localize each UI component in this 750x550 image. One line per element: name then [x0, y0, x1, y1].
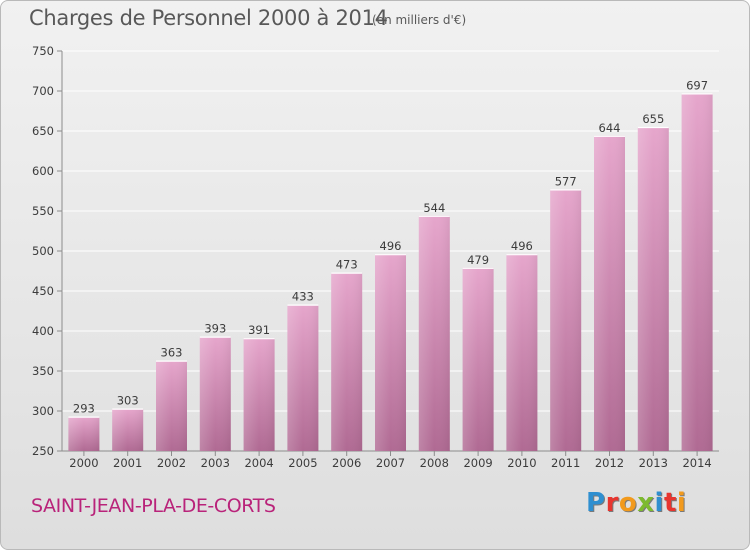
bar-shade	[462, 267, 494, 451]
bar-value-label: 644	[599, 121, 621, 135]
x-tick-label: 2002	[157, 456, 186, 470]
bar-value-label: 496	[511, 239, 533, 253]
y-tick-label: 250	[32, 444, 54, 458]
bar-shade	[243, 338, 275, 451]
y-tick-label: 350	[32, 364, 54, 378]
bar-value-label: 433	[292, 290, 314, 304]
x-tick-label: 2000	[69, 456, 98, 470]
y-tick-label: 700	[32, 84, 54, 98]
bar-value-label: 303	[117, 394, 139, 408]
bar-shade	[112, 408, 144, 451]
x-tick-label: 2013	[639, 456, 668, 470]
y-tick-label: 400	[32, 324, 54, 338]
bar-shade	[375, 254, 406, 451]
x-tick-label: 2004	[244, 456, 273, 470]
y-tick-label: 500	[32, 244, 54, 258]
bar-shade	[506, 254, 538, 451]
x-tick-label: 2012	[595, 456, 624, 470]
commune-name: SAINT-JEAN-PLA-DE-CORTS	[31, 495, 276, 517]
x-tick-label: 2009	[463, 456, 492, 470]
bar-value-label: 293	[73, 402, 95, 416]
bar-shade	[594, 135, 625, 452]
bar-value-label: 577	[555, 174, 577, 188]
y-tick-label: 550	[32, 204, 54, 218]
bar-value-label: 655	[642, 112, 664, 126]
y-tick-label: 300	[32, 404, 54, 418]
bar-shade	[68, 416, 100, 451]
bar-shade	[331, 272, 363, 451]
bar-value-label: 363	[161, 346, 183, 360]
bar-shade	[199, 336, 231, 451]
proxiti-logo: Proxiti	[586, 488, 687, 518]
bar-value-label: 544	[423, 201, 445, 215]
x-tick-label: 2008	[420, 456, 449, 470]
bar-value-label: 393	[204, 322, 226, 336]
bar-value-label: 473	[336, 258, 358, 272]
bar-shade	[550, 189, 582, 451]
x-tick-label: 2010	[507, 456, 536, 470]
bar-shade	[637, 127, 669, 451]
x-tick-label: 2014	[682, 456, 711, 470]
bar-shade	[418, 215, 450, 451]
x-tick-label: 2011	[551, 456, 580, 470]
x-tick-label: 2001	[113, 456, 142, 470]
bar-shade	[287, 304, 319, 451]
y-tick-label: 600	[32, 164, 54, 178]
x-tick-label: 2003	[201, 456, 230, 470]
bar-value-label: 391	[248, 323, 270, 337]
x-tick-label: 2006	[332, 456, 361, 470]
bar-value-label: 479	[467, 253, 489, 267]
chart-subtitle: (en milliers d'€)	[372, 13, 467, 27]
y-tick-label: 650	[32, 124, 54, 138]
y-tick-label: 750	[32, 44, 54, 58]
y-tick-label: 450	[32, 284, 54, 298]
x-tick-label: 2007	[376, 456, 405, 470]
chart-title: Charges de Personnel 2000 à 2014	[29, 6, 388, 30]
bar-shade	[681, 93, 713, 452]
x-tick-label: 2005	[288, 456, 317, 470]
bar-shade	[156, 360, 187, 451]
bar-value-label: 697	[686, 78, 708, 92]
bar-value-label: 496	[380, 239, 402, 253]
